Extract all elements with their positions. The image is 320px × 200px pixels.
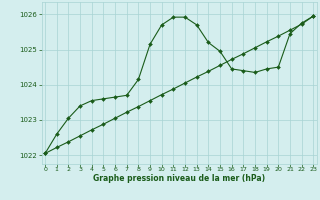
X-axis label: Graphe pression niveau de la mer (hPa): Graphe pression niveau de la mer (hPa) (93, 174, 265, 183)
